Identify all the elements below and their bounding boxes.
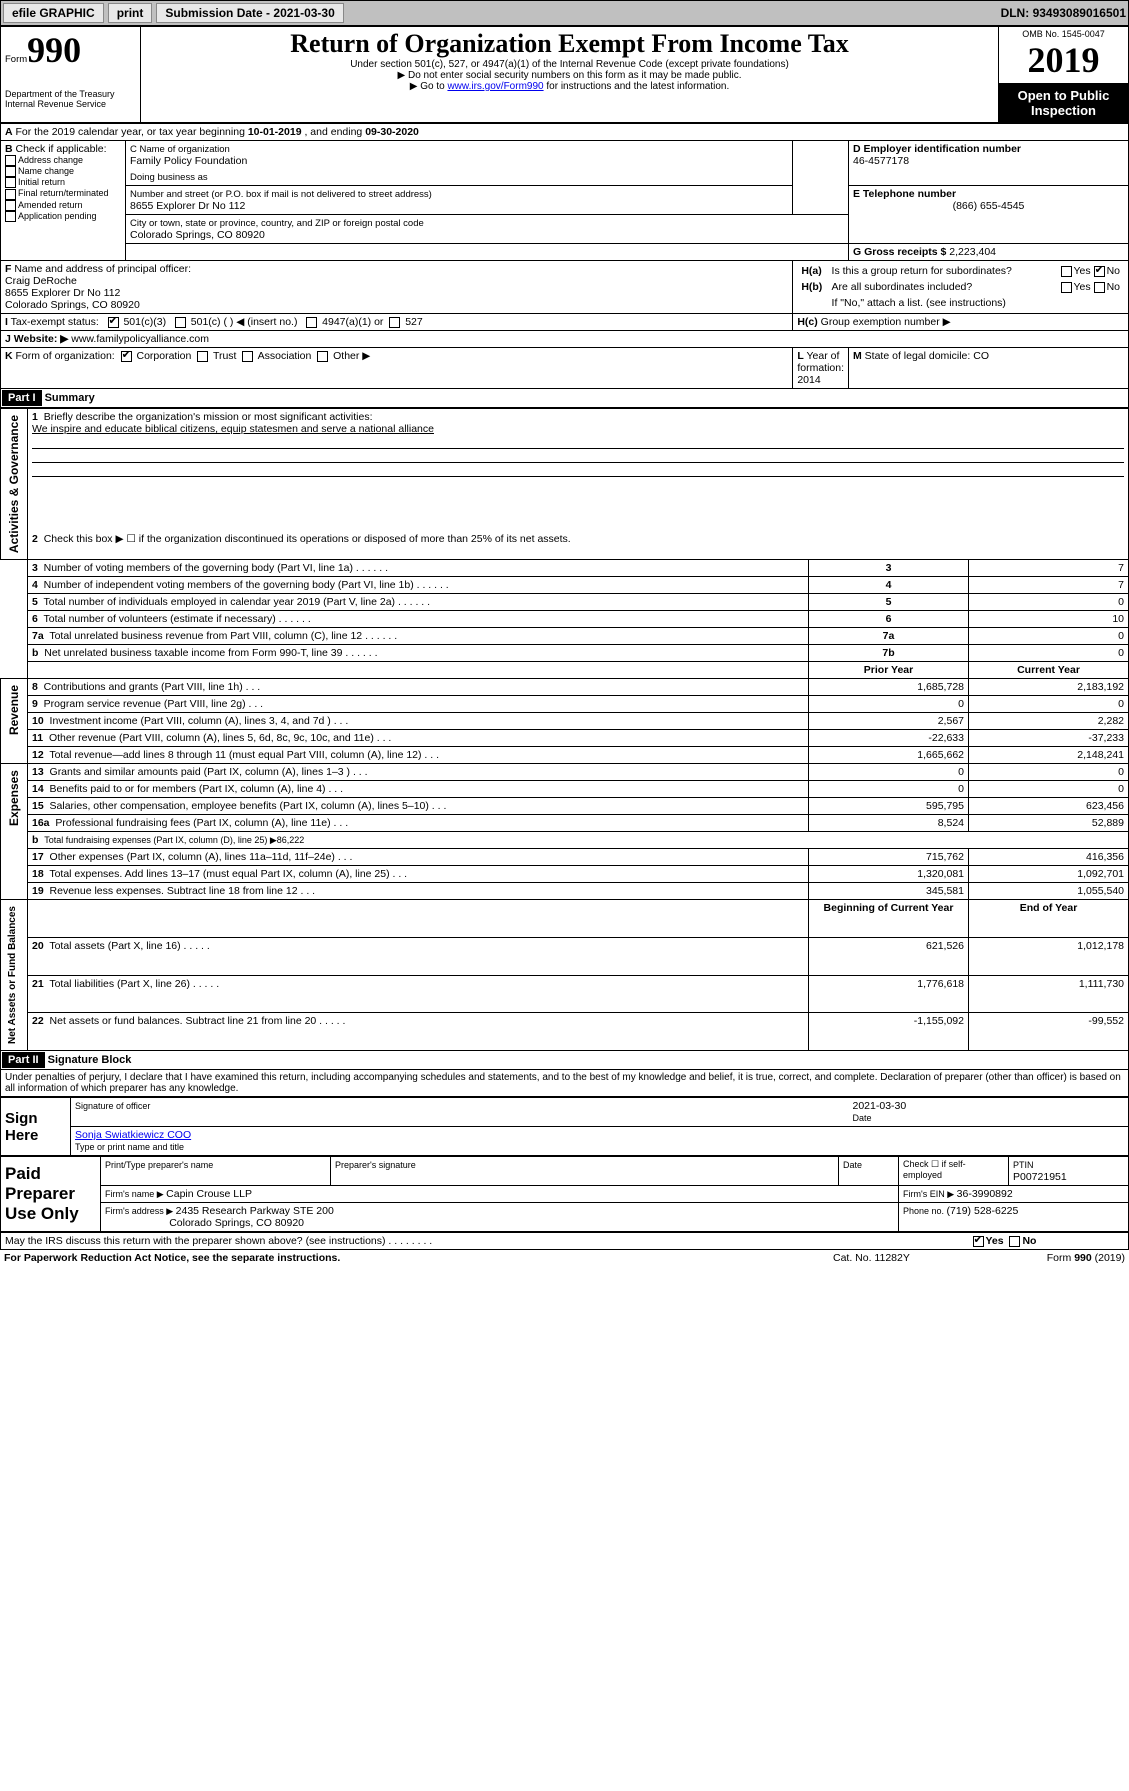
city-state-zip: Colorado Springs, CO 80920 (130, 229, 265, 241)
section-L: L Year of formation: 2014 (793, 348, 849, 389)
period-line: A For the 2019 calendar year, or tax yea… (1, 124, 1129, 141)
prep-name-label: Print/Type preparer's name (105, 1160, 213, 1170)
dba-label: Doing business as (130, 172, 208, 183)
mission-text: We inspire and educate biblical citizens… (32, 423, 434, 435)
sign-here-label: Sign Here (1, 1098, 71, 1156)
firm-addr1: 2435 Research Parkway STE 200 (176, 1205, 334, 1217)
subtitle-1: Under section 501(c), 527, or 4947(a)(1)… (145, 59, 994, 70)
part1-table: Activities & Governance 1 Briefly descri… (0, 408, 1129, 1051)
print-button[interactable]: print (108, 3, 153, 23)
line2: Check this box ▶ ☐ if the organization d… (44, 533, 571, 545)
sig-date: 2021-03-30 (853, 1100, 907, 1112)
firm-addr2: Colorado Springs, CO 80920 (169, 1217, 304, 1229)
tax-year: 2019 (1003, 39, 1124, 81)
preparer-table: Paid Preparer Use Only Print/Type prepar… (0, 1156, 1129, 1232)
paid-preparer-label: Paid Preparer Use Only (1, 1157, 101, 1232)
section-D: D Employer identification number46-45771… (849, 141, 1129, 186)
discuss-question: May the IRS discuss this return with the… (1, 1233, 969, 1250)
section-I: I Tax-exempt status: 501(c)(3) 501(c) ( … (1, 314, 793, 331)
section-K: K Form of organization: Corporation Trus… (1, 348, 793, 389)
section-Hc: H(c) Group exemption number ▶ (793, 314, 1129, 331)
subtitle-2: ▶ Do not enter social security numbers o… (145, 70, 994, 81)
firm-name: Capin Crouse LLP (166, 1188, 252, 1200)
form-header: Form990 Department of the Treasury Inter… (0, 26, 1129, 123)
section-B: B Check if applicable: Address changeNam… (1, 141, 126, 261)
section-M: M State of legal domicile: CO (849, 348, 1129, 389)
entity-info: A For the 2019 calendar year, or tax yea… (0, 123, 1129, 389)
prep-sig-label: Preparer's signature (335, 1160, 416, 1170)
part2-head: Part II (2, 1052, 45, 1068)
open-public-label: Open to Public Inspection (999, 84, 1129, 123)
efile-label: efile GRAPHIC (3, 3, 104, 23)
officer-name[interactable]: Sonja Swiatkiewicz COO (75, 1129, 191, 1141)
sig-officer-label: Signature of officer (75, 1101, 150, 1111)
firm-phone: (719) 528-6225 (947, 1205, 1019, 1217)
section-F: F Name and address of principal officer:… (1, 261, 793, 314)
form-title: Return of Organization Exempt From Incom… (145, 29, 994, 59)
section-J: J Website: ▶ www.familypolicyalliance.co… (1, 331, 1129, 348)
efile-topbar: efile GRAPHIC print Submission Date - 20… (0, 0, 1129, 26)
self-employed-chk: Check ☐ if self-employed (899, 1157, 1009, 1186)
omb-label: OMB No. (1022, 29, 1062, 39)
omb-number: 1545-0047 (1062, 29, 1105, 39)
form-number: 990 (27, 30, 81, 70)
part1-title: Summary (45, 392, 95, 404)
street-address: 8655 Explorer Dr No 112 (130, 200, 245, 212)
section-G: G Gross receipts $ 2,223,404 (849, 244, 1129, 261)
dept-treasury: Department of the Treasury Internal Reve… (5, 89, 136, 109)
prior-year-hdr: Prior Year (864, 664, 913, 676)
current-year-hdr: Current Year (1017, 664, 1080, 676)
part2-title: Signature Block (48, 1054, 132, 1066)
part1-head: Part I (2, 390, 42, 406)
vert-governance: Activities & Governance (5, 411, 23, 557)
city-label: City or town, state or province, country… (130, 218, 424, 229)
signature-table: Sign Here Signature of officer 2021-03-3… (0, 1097, 1129, 1156)
org-name: Family Policy Foundation (130, 155, 247, 167)
perjury-declaration: Under penalties of perjury, I declare th… (0, 1070, 1129, 1097)
section-H: H(a) Is this a group return for subordin… (793, 261, 1129, 314)
footer: For Paperwork Reduction Act Notice, see … (0, 1250, 1129, 1266)
subtitle-3: ▶ Go to www.irs.gov/Form990 for instruct… (145, 81, 994, 92)
submission-date: Submission Date - 2021-03-30 (156, 3, 343, 23)
irs-link[interactable]: www.irs.gov/Form990 (447, 81, 543, 92)
street-label: Number and street (or P.O. box if mail i… (130, 189, 432, 200)
ptin: P00721951 (1013, 1171, 1067, 1183)
firm-ein: 36-3990892 (957, 1188, 1013, 1200)
org-name-label: C Name of organization (130, 144, 230, 155)
section-E: E Telephone number(866) 655-4545 (849, 186, 1129, 244)
mission-label: Briefly describe the organization's miss… (44, 411, 373, 423)
dln-label: DLN: 93493089016501 (1001, 6, 1126, 20)
prep-date-label: Date (843, 1160, 862, 1170)
form-label: Form (5, 54, 27, 65)
